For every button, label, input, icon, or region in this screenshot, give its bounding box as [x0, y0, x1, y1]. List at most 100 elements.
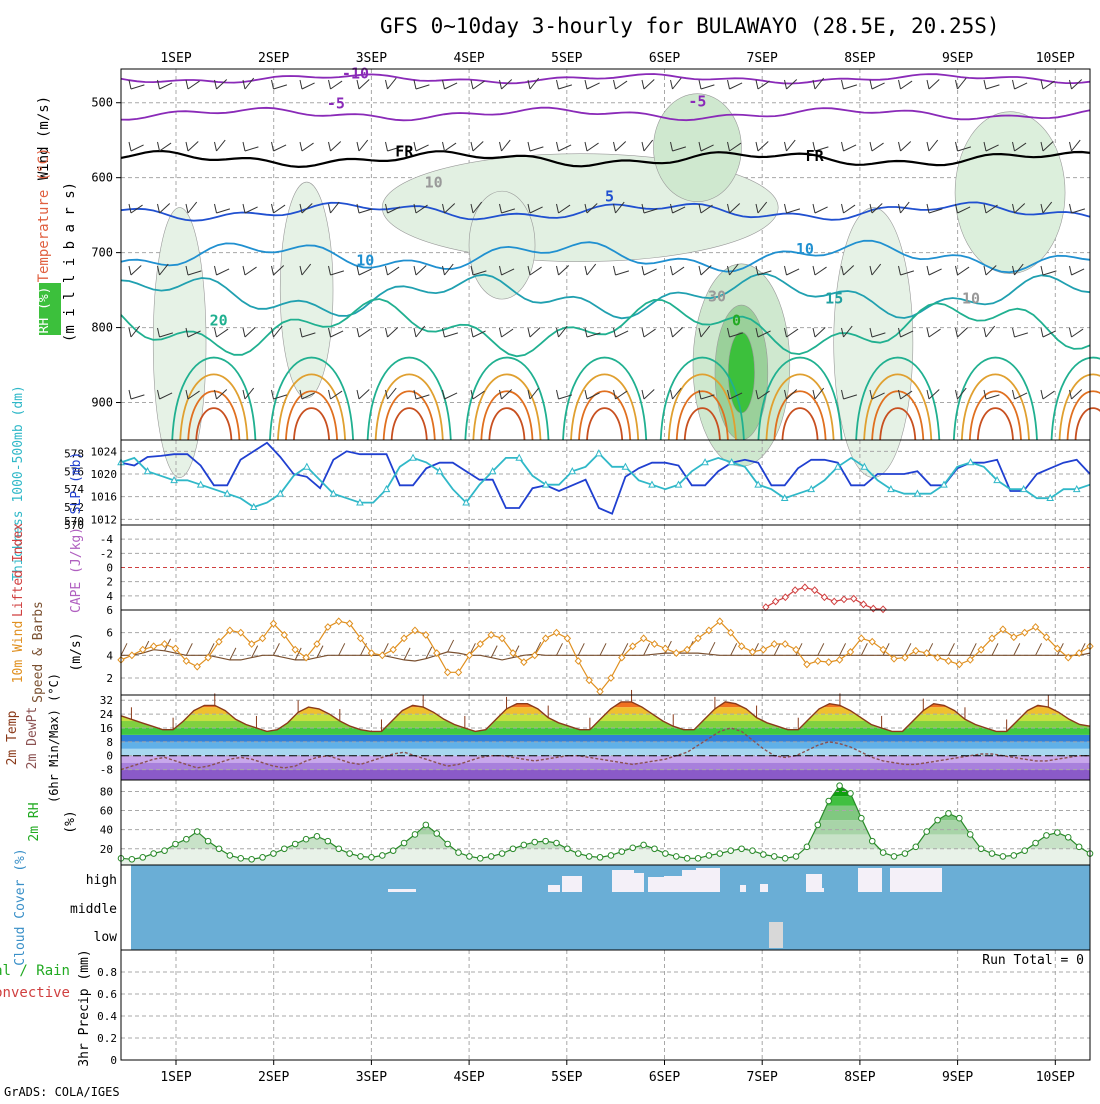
wind-barb: [948, 643, 955, 656]
surface-isotherm: [390, 407, 428, 441]
rh-tick-label: 60: [100, 805, 113, 818]
speed-point: [629, 642, 637, 651]
wind-barb: [330, 80, 343, 90]
wind-barb: [387, 77, 397, 90]
date-tick-label: 10SEP: [1036, 51, 1075, 66]
wind-barb: [501, 268, 515, 276]
wind-barb: [470, 265, 474, 276]
wind-barb: [470, 203, 474, 214]
isotherm-line: [120, 239, 1091, 274]
wind-barb: [1069, 327, 1072, 338]
ylabel-minmax: (6hr Min/Max) (°C): [47, 673, 61, 803]
rh-point: [836, 782, 843, 790]
wind-barb: [385, 203, 388, 214]
wind-barb: [757, 330, 771, 338]
rh-point: [487, 853, 495, 860]
high-cloud-gap: [648, 877, 664, 892]
temp-band: [121, 762, 1090, 770]
thickness-point: [1046, 493, 1055, 502]
rh-shade: [279, 181, 334, 399]
isotherm-label: 5: [605, 188, 614, 206]
isotherm-label: 10: [962, 290, 980, 308]
wind-barb: [729, 332, 744, 338]
rh-point: [1064, 834, 1072, 841]
rh-point: [683, 855, 691, 862]
wind-barb: [328, 203, 331, 214]
rh-point: [651, 845, 658, 853]
wind-barb: [558, 394, 573, 400]
ylabel-2m-temp: 2m Temp: [5, 710, 20, 765]
wind-barb: [1056, 643, 1064, 656]
wind-barb: [556, 79, 559, 90]
date-tick-label: 2SEP: [258, 1070, 289, 1085]
cape-point: [820, 593, 829, 602]
rh-point: [607, 852, 615, 859]
wind-barb: [969, 643, 977, 656]
wind-barb: [900, 80, 913, 90]
thickness-point: [993, 476, 1001, 484]
rh-point: [956, 814, 963, 822]
precip-tick-label: 0.6: [97, 988, 117, 1001]
speed-point: [400, 634, 408, 643]
ylabel-millibars: (m i l l i b a r s): [62, 182, 78, 342]
wind-barb: [472, 201, 483, 214]
wind-barb: [814, 146, 829, 152]
speed-point: [335, 617, 343, 626]
wind-barb: [358, 268, 372, 276]
wind-barb: [301, 263, 312, 276]
wind-barb: [442, 203, 445, 214]
wind-barb: [499, 79, 502, 90]
wind-barb: [955, 79, 958, 90]
thickness-point: [940, 480, 948, 488]
wind-barb: [1012, 141, 1015, 152]
temp-tick-label: 0: [106, 750, 113, 763]
wind-barb: [356, 141, 360, 152]
wind-barb: [1071, 389, 1083, 400]
surface-isotherm: [667, 373, 737, 441]
wind-barb: [784, 327, 787, 338]
wind-barb: [385, 265, 388, 276]
speed-point: [465, 651, 474, 660]
temp-band: [121, 707, 1090, 715]
speed-point: [247, 640, 256, 648]
slp-tick-label: 1024: [91, 445, 118, 458]
wind-barb: [185, 203, 189, 214]
wind-barb: [586, 392, 600, 400]
wind-barb: [273, 84, 288, 90]
rh-point: [139, 854, 147, 861]
date-tick-label: 6SEP: [649, 51, 680, 66]
thickness-tick-label: 578: [64, 447, 84, 460]
speed-point: [171, 644, 180, 653]
speed-point: [574, 657, 582, 665]
rh-point: [825, 797, 832, 805]
speed-point: [966, 655, 974, 664]
wind-barb: [216, 389, 228, 400]
thickness-point: [541, 480, 550, 488]
speed-point: [933, 653, 942, 662]
wind-barb: [700, 394, 715, 400]
wind-barb: [328, 141, 331, 152]
li-tick-label: -4: [100, 533, 114, 546]
wind-barb: [403, 647, 411, 661]
thickness-point: [196, 480, 205, 488]
wind-barb: [558, 265, 570, 276]
wind-barb: [251, 645, 259, 658]
wind-barb: [387, 327, 399, 338]
wind-barb: [472, 80, 485, 90]
high-cloud-gap: [576, 891, 581, 892]
thickness-point: [143, 467, 152, 475]
wind-barb: [273, 325, 283, 338]
wind-barb: [272, 643, 280, 656]
wind-barb: [812, 79, 816, 90]
wind-barb: [869, 389, 873, 400]
temp-bands: [121, 701, 1090, 780]
rh-point: [1043, 832, 1050, 839]
rh-point: [977, 845, 985, 853]
speed-point: [215, 637, 223, 646]
speed-point: [639, 634, 648, 643]
wind-barb: [387, 266, 400, 276]
wind-barb: [577, 643, 585, 656]
speed-point: [204, 653, 212, 662]
surface-isotherm: [879, 407, 917, 441]
wind-barb: [869, 265, 873, 276]
